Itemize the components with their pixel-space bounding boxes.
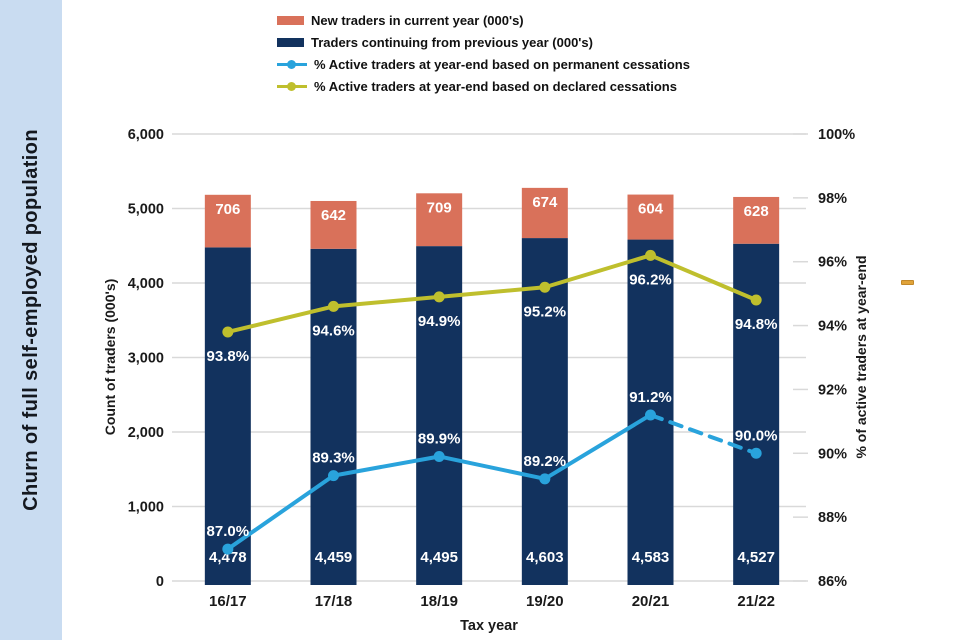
line-segment bbox=[649, 253, 757, 302]
bar-value-label-continuing: 4,603 bbox=[526, 549, 564, 566]
line-segment bbox=[543, 413, 652, 481]
y-left-tick-label: 6,000 bbox=[128, 127, 164, 143]
x-tick-label: 20/21 bbox=[632, 593, 670, 610]
legend-item-declared-cessations: % Active traders at year-end based on de… bbox=[277, 75, 690, 97]
legend-swatch-new-traders-icon bbox=[277, 15, 304, 25]
y-left-tick-label: 0 bbox=[156, 574, 164, 590]
y-right-axis-title: % of active traders at year-end bbox=[853, 255, 869, 458]
point-marker bbox=[433, 291, 445, 303]
bar-value-label-continuing: 4,478 bbox=[209, 549, 247, 566]
point-marker bbox=[539, 473, 551, 485]
y-right-tick-label: 98% bbox=[818, 191, 847, 207]
point-marker bbox=[328, 470, 339, 482]
orange-dash-mark bbox=[901, 280, 914, 285]
x-tick-label: 18/19 bbox=[420, 593, 458, 610]
point-marker bbox=[222, 326, 234, 338]
line-segment bbox=[438, 454, 546, 481]
point-marker bbox=[539, 281, 551, 293]
legend-line-marker-declared-icon bbox=[277, 81, 307, 92]
point-label: 90.0% bbox=[735, 427, 778, 444]
bar-segment-new bbox=[204, 194, 251, 248]
line-segment-dashed bbox=[648, 412, 759, 456]
x-tick-label: 17/18 bbox=[315, 593, 353, 610]
line-segment bbox=[438, 285, 546, 299]
legend-item-permanent-cessations: % Active traders at year-end based on pe… bbox=[277, 53, 690, 75]
bar-segment-new bbox=[627, 194, 674, 240]
y-right-tick-label: 94% bbox=[818, 319, 847, 335]
point-label: 89.2% bbox=[524, 453, 567, 470]
point-marker bbox=[750, 294, 762, 306]
bar-value-label-continuing: 4,527 bbox=[737, 549, 775, 566]
bar-segment-continuing bbox=[521, 238, 568, 585]
point-label: 94.9% bbox=[418, 313, 461, 330]
point-label: 87.0% bbox=[207, 523, 250, 540]
bar-segment-continuing bbox=[416, 246, 463, 585]
bar-segment-new bbox=[521, 187, 568, 239]
y-right-tick-label: 92% bbox=[818, 382, 847, 398]
bar-value-label-continuing: 4,583 bbox=[632, 549, 670, 566]
x-axis-title: Tax year bbox=[460, 618, 518, 634]
point-marker bbox=[328, 300, 339, 312]
legend-line-marker-permanent-icon bbox=[277, 59, 307, 70]
y-right-tick-label: 90% bbox=[818, 446, 847, 462]
y-left-tick-label: 2,000 bbox=[128, 425, 164, 441]
point-label: 96.2% bbox=[629, 271, 672, 288]
legend-label: % Active traders at year-end based on pe… bbox=[314, 56, 690, 72]
point-label: 91.2% bbox=[629, 389, 672, 406]
y-left-tick-label: 3,000 bbox=[128, 351, 164, 367]
bar-value-label-new: 674 bbox=[532, 194, 558, 211]
y-right-tick-label: 100% bbox=[818, 127, 855, 143]
line-segment bbox=[333, 294, 440, 309]
bar-value-label-new: 642 bbox=[321, 207, 346, 224]
bar-value-label-new: 604 bbox=[638, 201, 664, 218]
point-label: 95.2% bbox=[524, 303, 567, 320]
legend: New traders in current year (000's) Trad… bbox=[277, 9, 690, 97]
point-label: 89.9% bbox=[418, 430, 461, 447]
y-left-tick-label: 5,000 bbox=[128, 202, 164, 218]
line-segment bbox=[226, 473, 335, 551]
sidebar: Churn of full self-employed population bbox=[0, 0, 62, 640]
bar-segment-new bbox=[310, 200, 357, 249]
point-label: 94.6% bbox=[312, 322, 355, 339]
x-tick-label: 21/22 bbox=[737, 593, 775, 610]
line-segment bbox=[333, 454, 440, 478]
legend-item-new-traders: New traders in current year (000's) bbox=[277, 9, 690, 31]
x-tick-label: 16/17 bbox=[209, 593, 247, 610]
point-marker bbox=[433, 450, 445, 462]
legend-label: % Active traders at year-end based on de… bbox=[314, 78, 677, 94]
x-tick-label: 19/20 bbox=[526, 593, 564, 610]
bar-value-label-new: 628 bbox=[744, 203, 769, 220]
bar-value-label-new: 706 bbox=[215, 201, 240, 218]
point-marker bbox=[222, 543, 234, 555]
y-left-axis-title: Count of traders (000's) bbox=[102, 279, 118, 436]
y-right-tick-label: 88% bbox=[818, 510, 847, 526]
point-label: 93.8% bbox=[207, 348, 250, 365]
y-left-tick-label: 1,000 bbox=[128, 500, 164, 516]
line-segment bbox=[227, 304, 334, 334]
bar-value-label-continuing: 4,495 bbox=[420, 549, 458, 566]
point-label: 89.3% bbox=[312, 450, 355, 467]
bar-segment-continuing bbox=[310, 248, 357, 585]
point-marker bbox=[750, 447, 762, 459]
legend-label: New traders in current year (000's) bbox=[311, 12, 524, 28]
point-marker bbox=[645, 249, 656, 261]
line-segment bbox=[544, 253, 652, 290]
y-left-tick-label: 4,000 bbox=[128, 276, 164, 292]
legend-swatch-continuing-traders-icon bbox=[277, 37, 304, 47]
legend-label: Traders continuing from previous year (0… bbox=[311, 34, 593, 50]
point-label: 94.8% bbox=[735, 316, 778, 333]
point-marker bbox=[645, 409, 656, 421]
bar-value-label-continuing: 4,459 bbox=[315, 549, 353, 566]
legend-item-continuing-traders: Traders continuing from previous year (0… bbox=[277, 31, 690, 53]
bar-segment-new bbox=[416, 193, 463, 247]
bar-segment-new bbox=[733, 196, 780, 244]
bar-value-label-new: 709 bbox=[427, 199, 452, 216]
y-right-tick-label: 96% bbox=[818, 255, 847, 271]
bar-segment-continuing bbox=[204, 247, 251, 585]
y-right-tick-label: 86% bbox=[818, 574, 847, 590]
